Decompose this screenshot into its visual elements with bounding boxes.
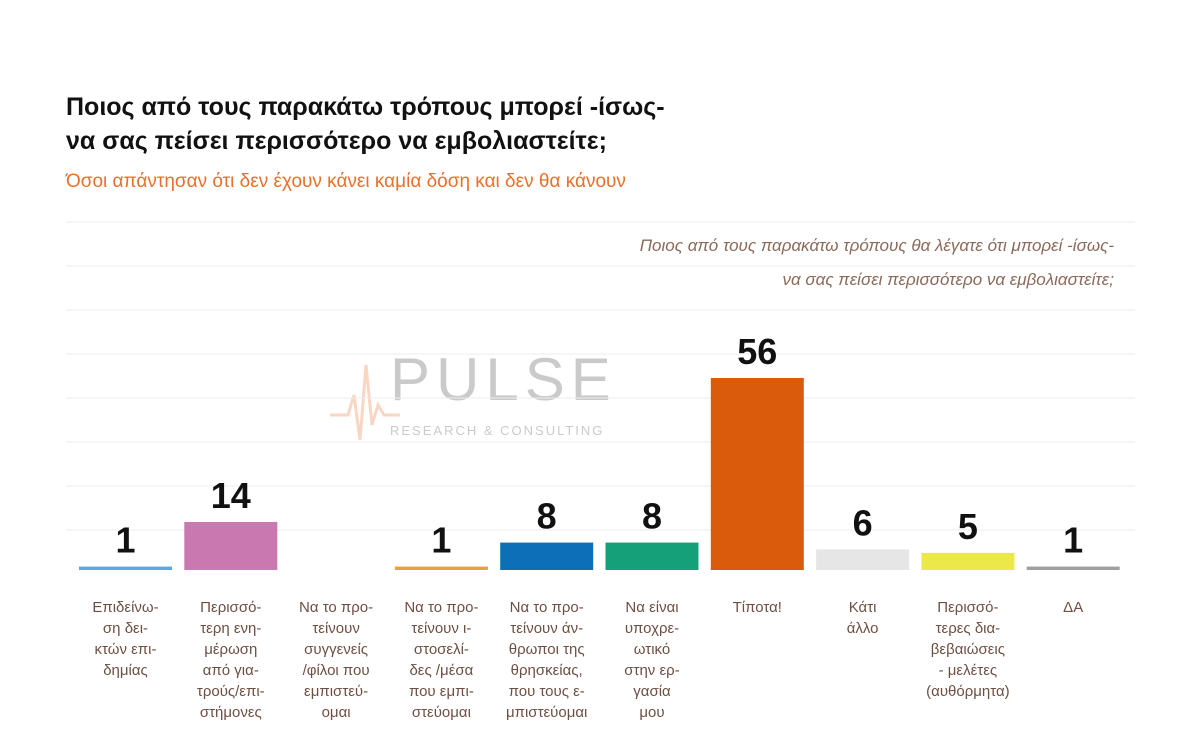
category-label-8: Περισσό- τερες δια- βεβαιώσεις - μελέτες… — [926, 599, 1010, 700]
bar-0 — [79, 566, 172, 570]
value-labels: 1 14 1 8 8 56 6 5 1 — [115, 331, 1083, 561]
question-line-1: Ποιος από τους παρακάτω τρόπους θα λέγατ… — [639, 236, 1114, 255]
category-label-3: Να το προ- τείνουν ι- στοσελί- δες /μέσα… — [404, 599, 479, 721]
bar-1 — [184, 522, 278, 570]
title-line-1: Ποιος από τους παρακάτω τρόπους μπορεί -… — [66, 93, 665, 121]
bar-7 — [816, 549, 910, 570]
category-label-6: Τίποτα! — [732, 599, 782, 616]
bar-5 — [605, 542, 699, 570]
value-label-3: 1 — [431, 520, 451, 561]
value-label-7: 6 — [853, 502, 873, 543]
value-label-9: 1 — [1063, 520, 1083, 561]
value-label-0: 1 — [115, 520, 135, 561]
question-line-2: να σας πείσει περισσότερο να εμβολιαστεί… — [782, 270, 1114, 289]
bar-6 — [710, 378, 804, 570]
value-label-5: 8 — [642, 496, 662, 537]
chart-subtitle: Όσοι απάντησαν ότι δεν έχουν κάνει καμία… — [66, 171, 626, 192]
bar-8 — [921, 552, 1015, 570]
value-label-6: 56 — [737, 331, 777, 372]
gridlines — [66, 221, 1135, 531]
category-label-1: Περισσό- τερη ενη- μέρωση από για- τρούς… — [196, 599, 265, 721]
bar-9 — [1026, 566, 1120, 570]
category-label-7: Κάτι άλλο — [846, 599, 879, 637]
bars — [79, 378, 1120, 570]
category-label-0: Επιδείνω- ση δει- κτών επι- δημίας — [92, 599, 159, 679]
category-label-4: Να το προ- τείνουν άν- θρωποι της θρησκε… — [505, 599, 588, 721]
value-label-8: 5 — [958, 506, 978, 547]
survey-question: Ποιος από τους παρακάτω τρόπους θα λέγατ… — [414, 229, 1114, 297]
bar-4 — [500, 542, 594, 570]
category-label-5: Να είναι υποχρε- ωτικό στην ερ- γασία μο… — [624, 599, 680, 721]
chart-title: Ποιος από τους παρακάτω τρόπους μπορεί -… — [66, 90, 665, 158]
value-label-1: 14 — [211, 475, 251, 516]
bar-3 — [394, 566, 488, 570]
title-line-2: να σας πείσει περισσότερο να εμβολιαστεί… — [66, 127, 607, 155]
value-label-4: 8 — [537, 496, 557, 537]
category-label-2: Να το προ- τείνουν συγγενείς /φίλοι που … — [299, 599, 374, 721]
category-label-9: ΔΑ — [1063, 599, 1084, 616]
